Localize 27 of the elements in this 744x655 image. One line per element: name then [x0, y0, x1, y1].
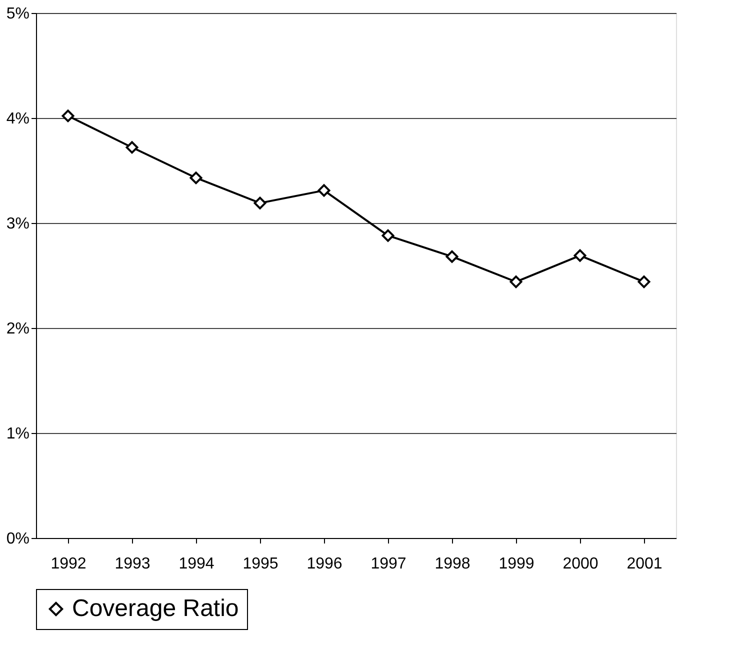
point [510, 276, 522, 288]
point [446, 250, 458, 263]
point [382, 229, 394, 242]
y-tick-label: 5% [6, 6, 30, 22]
y-tick-label: 4% [6, 110, 30, 128]
y-tick-label: 1% [6, 426, 30, 442]
x-tick-label: 1996 [306, 556, 342, 572]
x-tick-label: 2001 [626, 556, 662, 572]
point [190, 172, 202, 184]
x-tick-label: 1992 [50, 556, 86, 572]
x-tick-label: 1995 [242, 556, 278, 572]
y-tick-label: 2% [6, 320, 30, 338]
y-tick-label: 3% [6, 216, 30, 232]
point [254, 196, 266, 210]
point [62, 110, 74, 122]
x-tick-label: 2000 [562, 556, 598, 572]
x-tick-label: 1999 [498, 556, 534, 572]
x-tick-label: 1994 [178, 556, 214, 572]
legend-label: Coverage Ratio [72, 595, 239, 622]
x-tick-label: 1993 [114, 556, 150, 572]
point [318, 184, 330, 197]
x-tick-label: 1997 [370, 556, 406, 572]
x-tick-label: 1998 [434, 556, 470, 572]
point [638, 276, 650, 288]
y-tick-label: 0% [6, 530, 30, 548]
point [574, 249, 586, 262]
point [126, 141, 138, 154]
